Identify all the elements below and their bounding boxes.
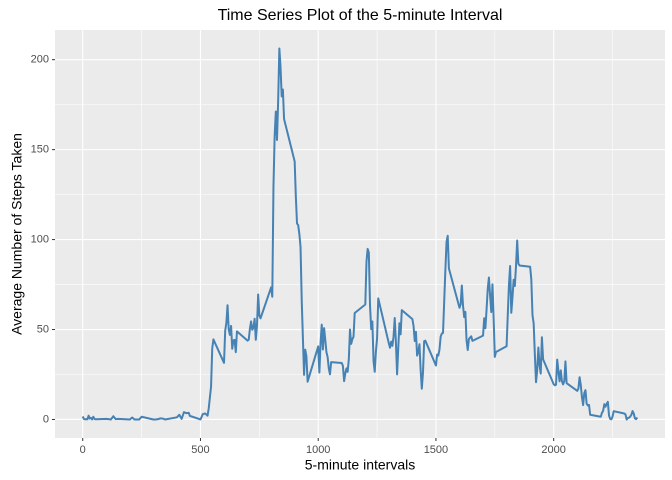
x-axis-title: 5-minute intervals [305, 457, 416, 473]
y-tick-label: 200 [31, 54, 49, 66]
panel [55, 30, 665, 438]
x-tick-label: 0 [80, 444, 86, 456]
x-tick-label: 2000 [541, 444, 565, 456]
data-line [81, 47, 639, 421]
x-tick-label: 500 [191, 444, 209, 456]
x-tick-label: 1000 [306, 444, 330, 456]
y-tick-label: 50 [37, 323, 49, 335]
chart-title: Time Series Plot of the 5-minute Interva… [218, 7, 503, 24]
y-tick-label: 100 [31, 233, 49, 245]
y-tick-label: 0 [43, 413, 49, 425]
y-axis-title: Average Number of Steps Taken [9, 133, 25, 335]
x-tick-label: 1500 [424, 444, 448, 456]
y-tick-label: 150 [31, 144, 49, 156]
